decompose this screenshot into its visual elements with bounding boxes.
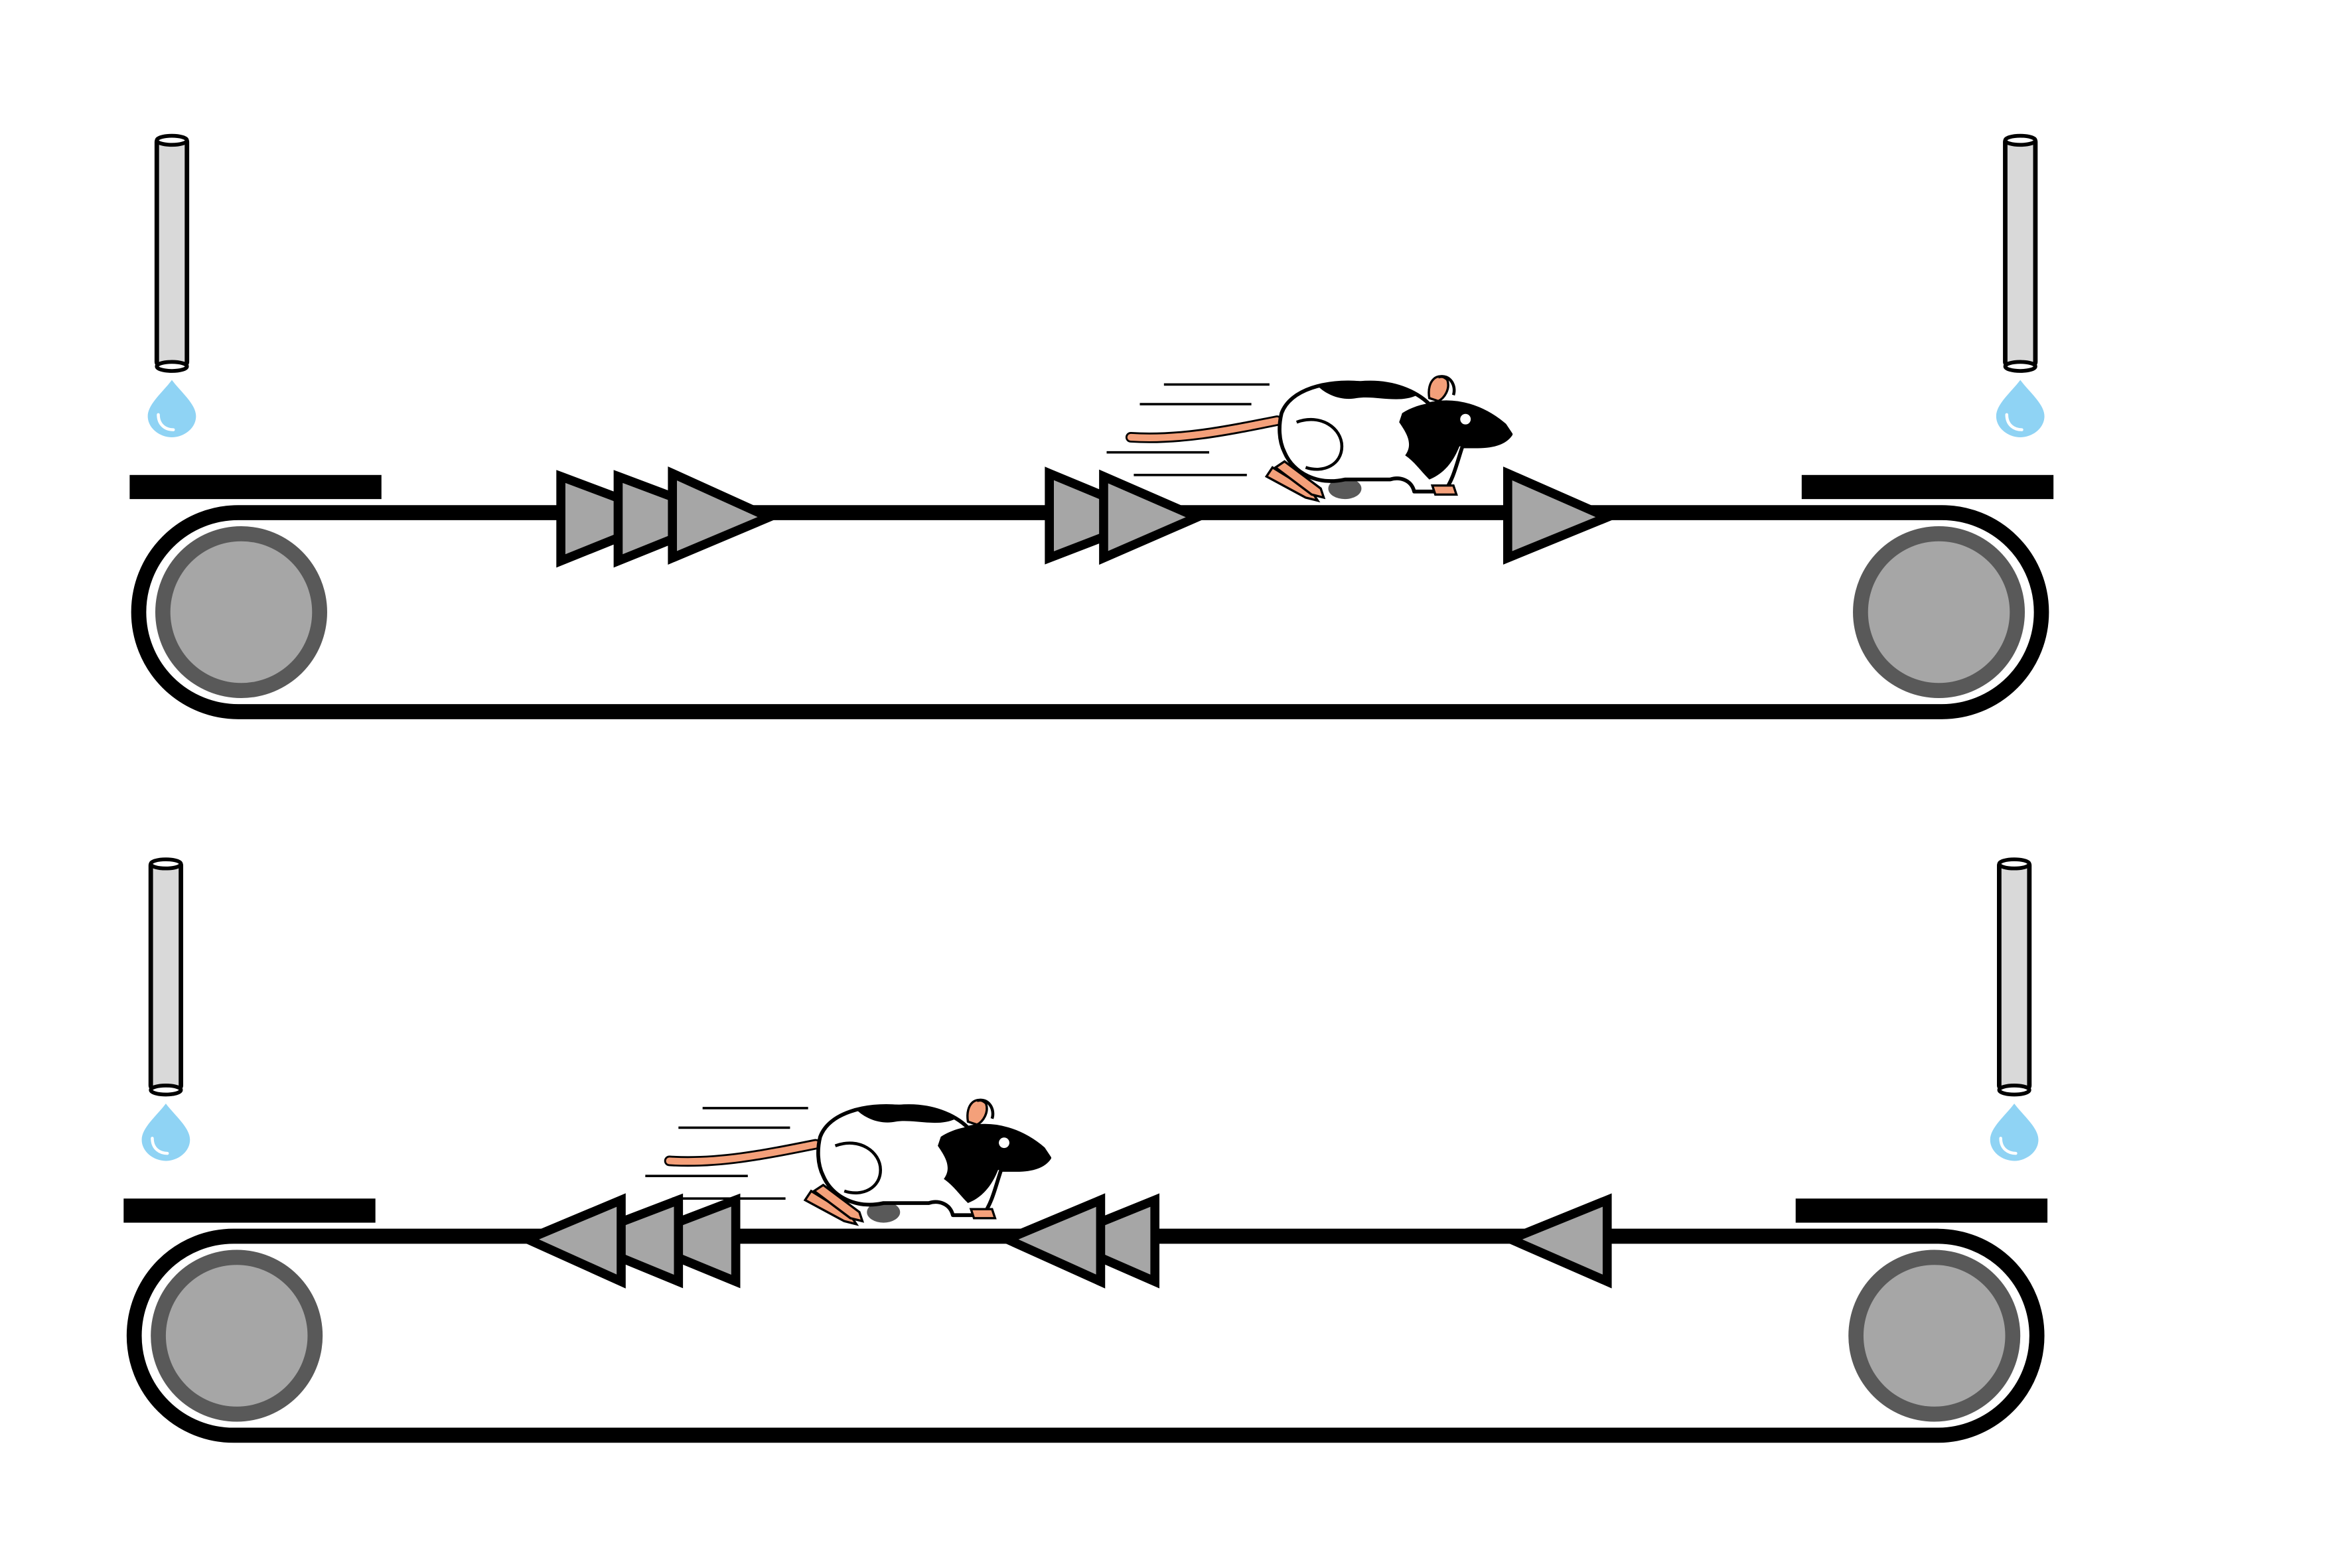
- arrow-left: [995, 1193, 1106, 1289]
- belt-loop-top: [131, 505, 2049, 719]
- left-platform-top: [129, 474, 382, 500]
- arrow-left: [621, 1193, 741, 1289]
- arrow-left: [516, 1193, 626, 1289]
- belt-loop-bottom: [126, 1228, 2045, 1443]
- right-platform-top: [1801, 474, 2054, 500]
- arrow-right: [1099, 469, 1209, 565]
- right-roller-bottom: [1848, 1249, 2021, 1422]
- arrow-left: [1047, 1193, 1160, 1289]
- panel-bottom: [123, 859, 2048, 1443]
- arrow-left: [1499, 1193, 1612, 1289]
- left-roller-top: [155, 526, 327, 699]
- direction-arrows-bottom: [516, 1193, 1612, 1289]
- right-water-spout-top: [1996, 136, 2045, 437]
- left-water-spout-bottom: [142, 859, 190, 1161]
- treadmill-top: [131, 505, 2049, 719]
- right-platform-bottom: [1795, 1198, 2048, 1223]
- left-water-spout-top: [148, 136, 196, 437]
- arrow-right: [1503, 466, 1619, 565]
- left-platform-bottom: [123, 1198, 376, 1223]
- right-roller-top: [1853, 526, 2025, 699]
- arrow-right: [668, 466, 780, 565]
- direction-arrows-top: [556, 466, 1619, 568]
- right-water-spout-bottom: [1990, 859, 2039, 1161]
- left-roller-bottom: [151, 1249, 323, 1422]
- treadmill-bottom: [126, 1228, 2045, 1443]
- rat-top: [1106, 376, 1510, 500]
- rat-bottom: [645, 1100, 1049, 1224]
- arrow-left: [563, 1193, 684, 1289]
- panel-top: [129, 136, 2054, 719]
